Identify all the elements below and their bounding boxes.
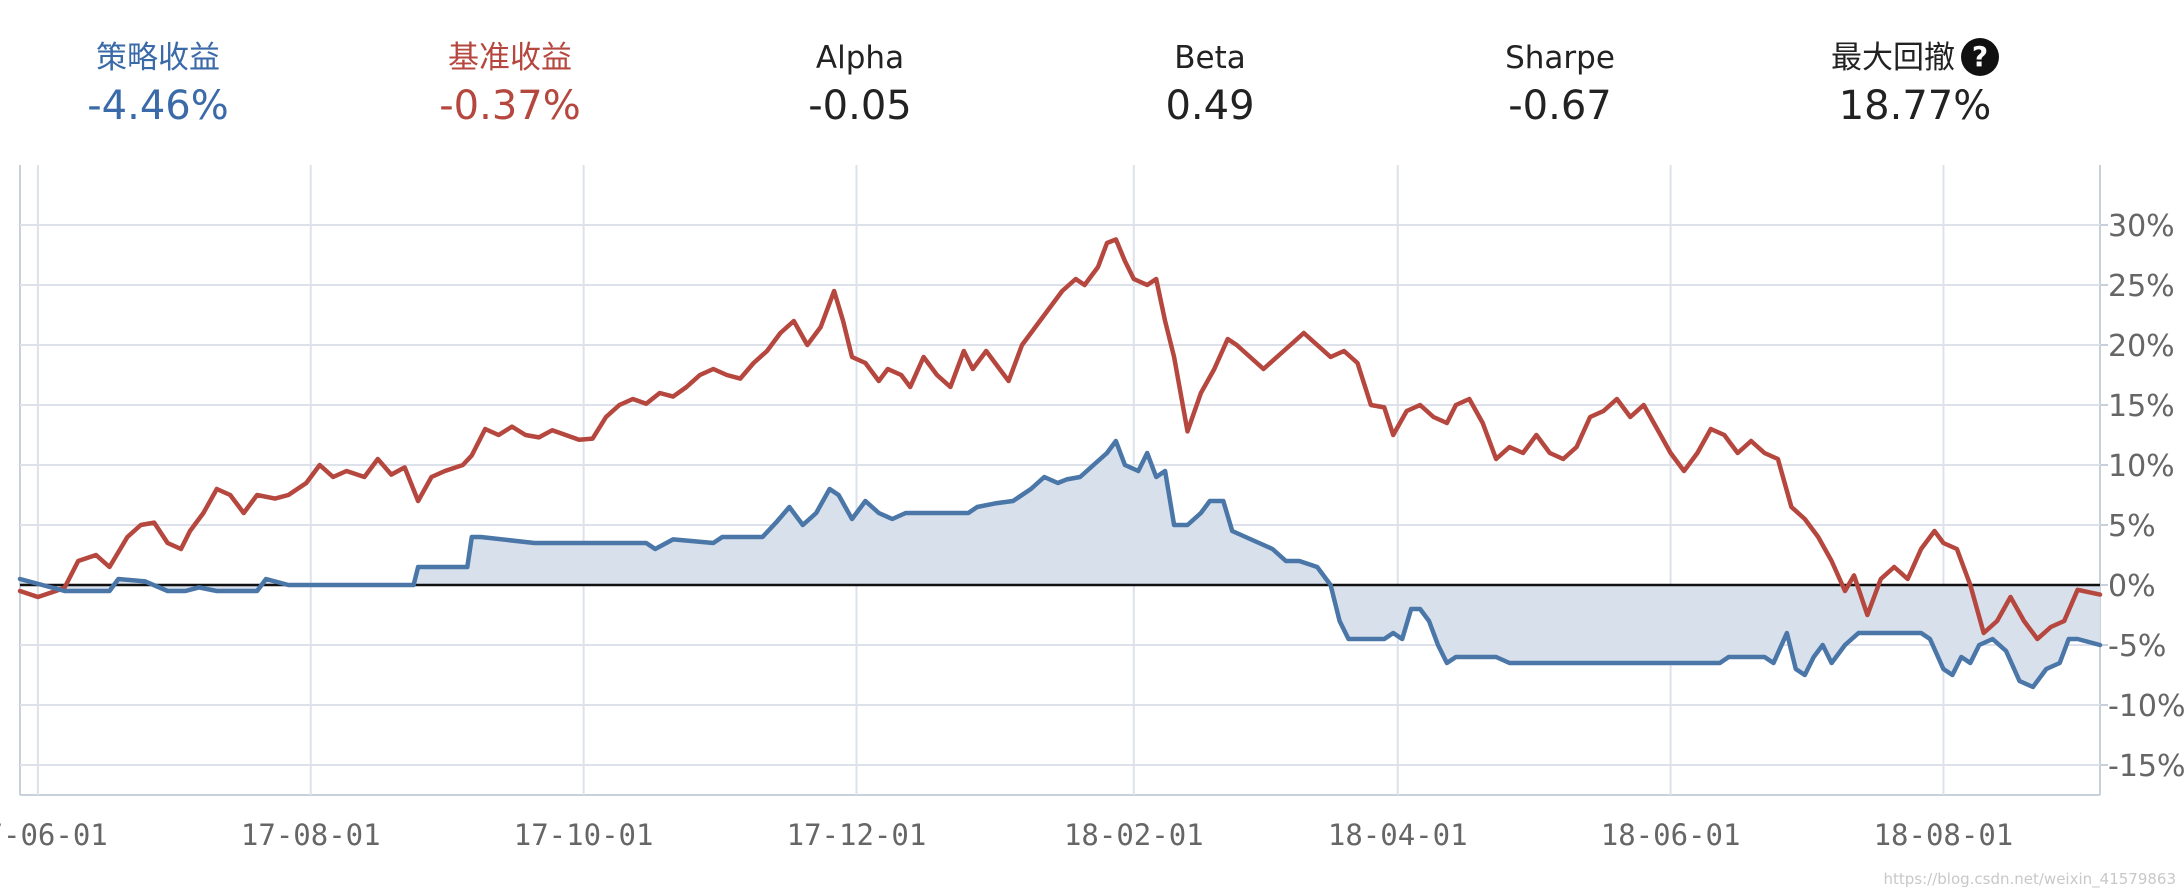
y-tick-label: 30% [2108, 209, 2175, 244]
y-tick-label: 5% [2108, 509, 2156, 544]
metric-value: -0.37% [439, 83, 581, 129]
metric-label: 基准收益 [448, 40, 572, 76]
y-tick-label: -10% [2108, 689, 2184, 724]
metrics-bar: 策略收益 -4.46% 基准收益 -0.37% Alpha -0.05 Beta… [0, 0, 2184, 150]
benchmark-return-line [17, 237, 2103, 642]
x-tick-label: 17-08-01 [241, 818, 381, 852]
metric-value: -4.46% [87, 83, 229, 129]
metric-benchmark-return: 基准收益 -0.37% [360, 38, 660, 132]
returns-chart: 30% 25% 20% 15% 10% 5% 0% -5% -10% -15% 17-06-01 17… [0, 165, 2184, 852]
metric-label: Alpha [815, 40, 905, 76]
y-tick-label: -5% [2108, 629, 2166, 664]
x-tick-label: 18-08-01 [1874, 818, 2014, 852]
metric-label: Sharpe [1505, 40, 1615, 76]
metric-value: -0.67 [1508, 83, 1612, 129]
x-tick-label: 18-02-01 [1064, 818, 1204, 852]
metric-strategy-return: 策略收益 -4.46% [8, 38, 308, 132]
metric-max-drawdown: 最大回撤? 18.77% [1765, 38, 2065, 132]
x-tick-label: 17-12-01 [787, 818, 927, 852]
y-tick-label: 15% [2108, 389, 2175, 424]
metric-label: 最大回撤 [1831, 40, 1955, 76]
question-circle-icon[interactable]: ? [1961, 38, 1999, 76]
x-tick-label: 18-04-01 [1328, 818, 1468, 852]
y-tick-label: 25% [2108, 269, 2175, 304]
x-tick-label: 17-06-01 [0, 818, 108, 852]
strategy-return-line [17, 438, 2103, 690]
y-tick-label: 0% [2108, 569, 2156, 604]
metric-sharpe: Sharpe -0.67 [1410, 38, 1710, 132]
metric-beta: Beta 0.49 [1060, 38, 1360, 132]
metric-alpha: Alpha -0.05 [710, 38, 1010, 132]
y-tick-label: 10% [2108, 449, 2175, 484]
metric-label: 策略收益 [96, 40, 220, 76]
metric-value: 18.77% [1838, 83, 1992, 129]
watermark: https://blog.csdn.net/weixin_41579863 [1883, 870, 2176, 888]
metric-value: -0.05 [808, 83, 912, 129]
y-tick-label: -15% [2108, 749, 2184, 784]
metric-label: Beta [1174, 40, 1246, 76]
metric-label-wrap: 最大回撤? [1765, 38, 2065, 78]
x-tick-label: 17-10-01 [514, 818, 654, 852]
y-tick-label: 20% [2108, 329, 2175, 364]
metric-value: 0.49 [1165, 83, 1255, 129]
x-tick-label: 18-06-01 [1601, 818, 1741, 852]
strategy-area-fill [20, 441, 2100, 687]
